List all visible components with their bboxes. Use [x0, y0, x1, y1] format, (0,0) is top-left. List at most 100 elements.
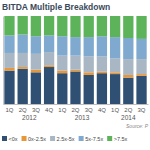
tick: 1Q: [111, 104, 119, 113]
tick: 3Q: [138, 104, 146, 113]
y-axis: [3, 17, 4, 105]
bar-segment: [123, 38, 133, 59]
bar-segment: [97, 36, 107, 56]
bar-segment: [110, 37, 120, 58]
bar-segment: [84, 16, 94, 37]
bar-segment: [123, 16, 133, 38]
bar-segment: [123, 59, 133, 75]
tick-label: 1Q: [111, 107, 119, 113]
tick: 2Q: [19, 104, 27, 113]
group-label: 2014: [121, 114, 136, 121]
legend-item: >7.5x: [107, 136, 127, 142]
legend-swatch: [79, 136, 84, 141]
bars: [4, 16, 146, 104]
bar-segment: [57, 16, 67, 36]
bar-segment: [84, 75, 94, 104]
tick-label: 3Q: [138, 107, 146, 113]
bar-segment: [97, 71, 107, 73]
bar-segment: [4, 53, 14, 68]
legend-label: 5x-7.5x: [85, 136, 103, 142]
chart: BITDA Multiple Breakdown 1Q 2Q 3Q 4Q 1Q 2Q 3Q 4Q…: [0, 0, 150, 150]
legend-swatch: [2, 136, 7, 141]
bar-segment: [31, 36, 41, 54]
bar-segment: [136, 16, 146, 39]
tick: 3Q: [32, 104, 40, 113]
source: Source: P: [126, 123, 149, 129]
bar-segment: [44, 65, 54, 67]
bar-segment: [97, 73, 107, 104]
bar-segment: [136, 59, 146, 74]
tick-label: 1Q: [58, 107, 66, 113]
axis-line: [4, 104, 149, 105]
bar-segment: [70, 16, 80, 37]
bar-segment: [110, 16, 120, 37]
bar-segment: [18, 16, 28, 34]
bar-segment: [136, 74, 146, 76]
tick: 4Q: [45, 104, 53, 113]
bar-segment: [57, 73, 67, 104]
bar-segment: [84, 56, 94, 72]
bar-segment: [57, 36, 67, 55]
bar-segment: [18, 53, 28, 67]
legend-label: 2.5x-5x: [57, 136, 75, 142]
legend-swatch: [50, 136, 55, 141]
bar-segment: [4, 16, 14, 35]
bar-segment: [18, 34, 28, 52]
bar-segment: [97, 56, 107, 71]
bar-segment: [31, 16, 41, 36]
bar-segment: [31, 70, 41, 73]
bar-segment: [31, 54, 41, 70]
tick-label: 3Q: [85, 107, 93, 113]
series: [4, 34, 146, 59]
bar-segment: [97, 16, 107, 36]
bar-segment: [4, 35, 14, 53]
axis-line: [3, 17, 4, 105]
tick: 1Q: [58, 104, 66, 113]
tick-label: 2Q: [19, 107, 27, 113]
legend-label: 0x-2.5x: [28, 136, 46, 142]
bar-segment: [44, 16, 54, 35]
bar-segment: [70, 37, 80, 55]
bar-segment: [18, 69, 28, 104]
legend-item: <0x: [2, 136, 18, 142]
bar-segment: [57, 71, 67, 74]
series: [4, 16, 146, 39]
bar-segment: [70, 56, 80, 70]
legend-label: <0x: [9, 136, 18, 142]
legend-item: 5x-7.5x: [79, 136, 104, 142]
bar-segment: [70, 71, 80, 104]
legend-item: 0x-2.5x: [22, 136, 47, 142]
tick: 1Q: [5, 104, 13, 113]
bar-segment: [18, 67, 28, 69]
tick-label: 2Q: [71, 107, 79, 113]
bar-segment: [123, 78, 133, 104]
bar-segment: [136, 76, 146, 104]
tick-label: 2Q: [124, 107, 132, 113]
group-label: 2013: [75, 114, 90, 121]
bar-segment: [123, 75, 133, 78]
x-axis: 1Q 2Q 3Q 4Q 1Q 2Q 3Q 4Q 1Q 2Q 3Q: [4, 104, 149, 113]
bar-segment: [136, 39, 146, 59]
tick-label: 4Q: [45, 107, 53, 113]
title: BITDA Multiple Breakdown: [2, 2, 110, 12]
bar-segment: [70, 70, 80, 72]
bar-segment: [110, 58, 120, 72]
legend-swatch: [22, 136, 27, 141]
legend-swatch: [107, 136, 112, 141]
plot: 1Q2Q3Q4Q1Q2Q3Q4Q1Q2Q3Q201220132014: [4, 16, 149, 121]
bar-segment: [57, 56, 67, 71]
bar-segment: [4, 71, 14, 104]
bar-segment: [4, 68, 14, 71]
tick: 2Q: [71, 104, 79, 113]
tick-label: 3Q: [32, 107, 40, 113]
tick: 4Q: [98, 104, 106, 113]
bar-segment: [44, 35, 54, 52]
bar-segment: [44, 67, 54, 104]
tick-label: 4Q: [98, 107, 106, 113]
bar-segment: [110, 72, 120, 74]
tick-label: 1Q: [5, 107, 13, 113]
tick: 2Q: [124, 104, 132, 113]
bar-segment: [44, 52, 54, 65]
legend-label: >7.5x: [114, 136, 128, 142]
group-label: 2012: [22, 114, 37, 121]
